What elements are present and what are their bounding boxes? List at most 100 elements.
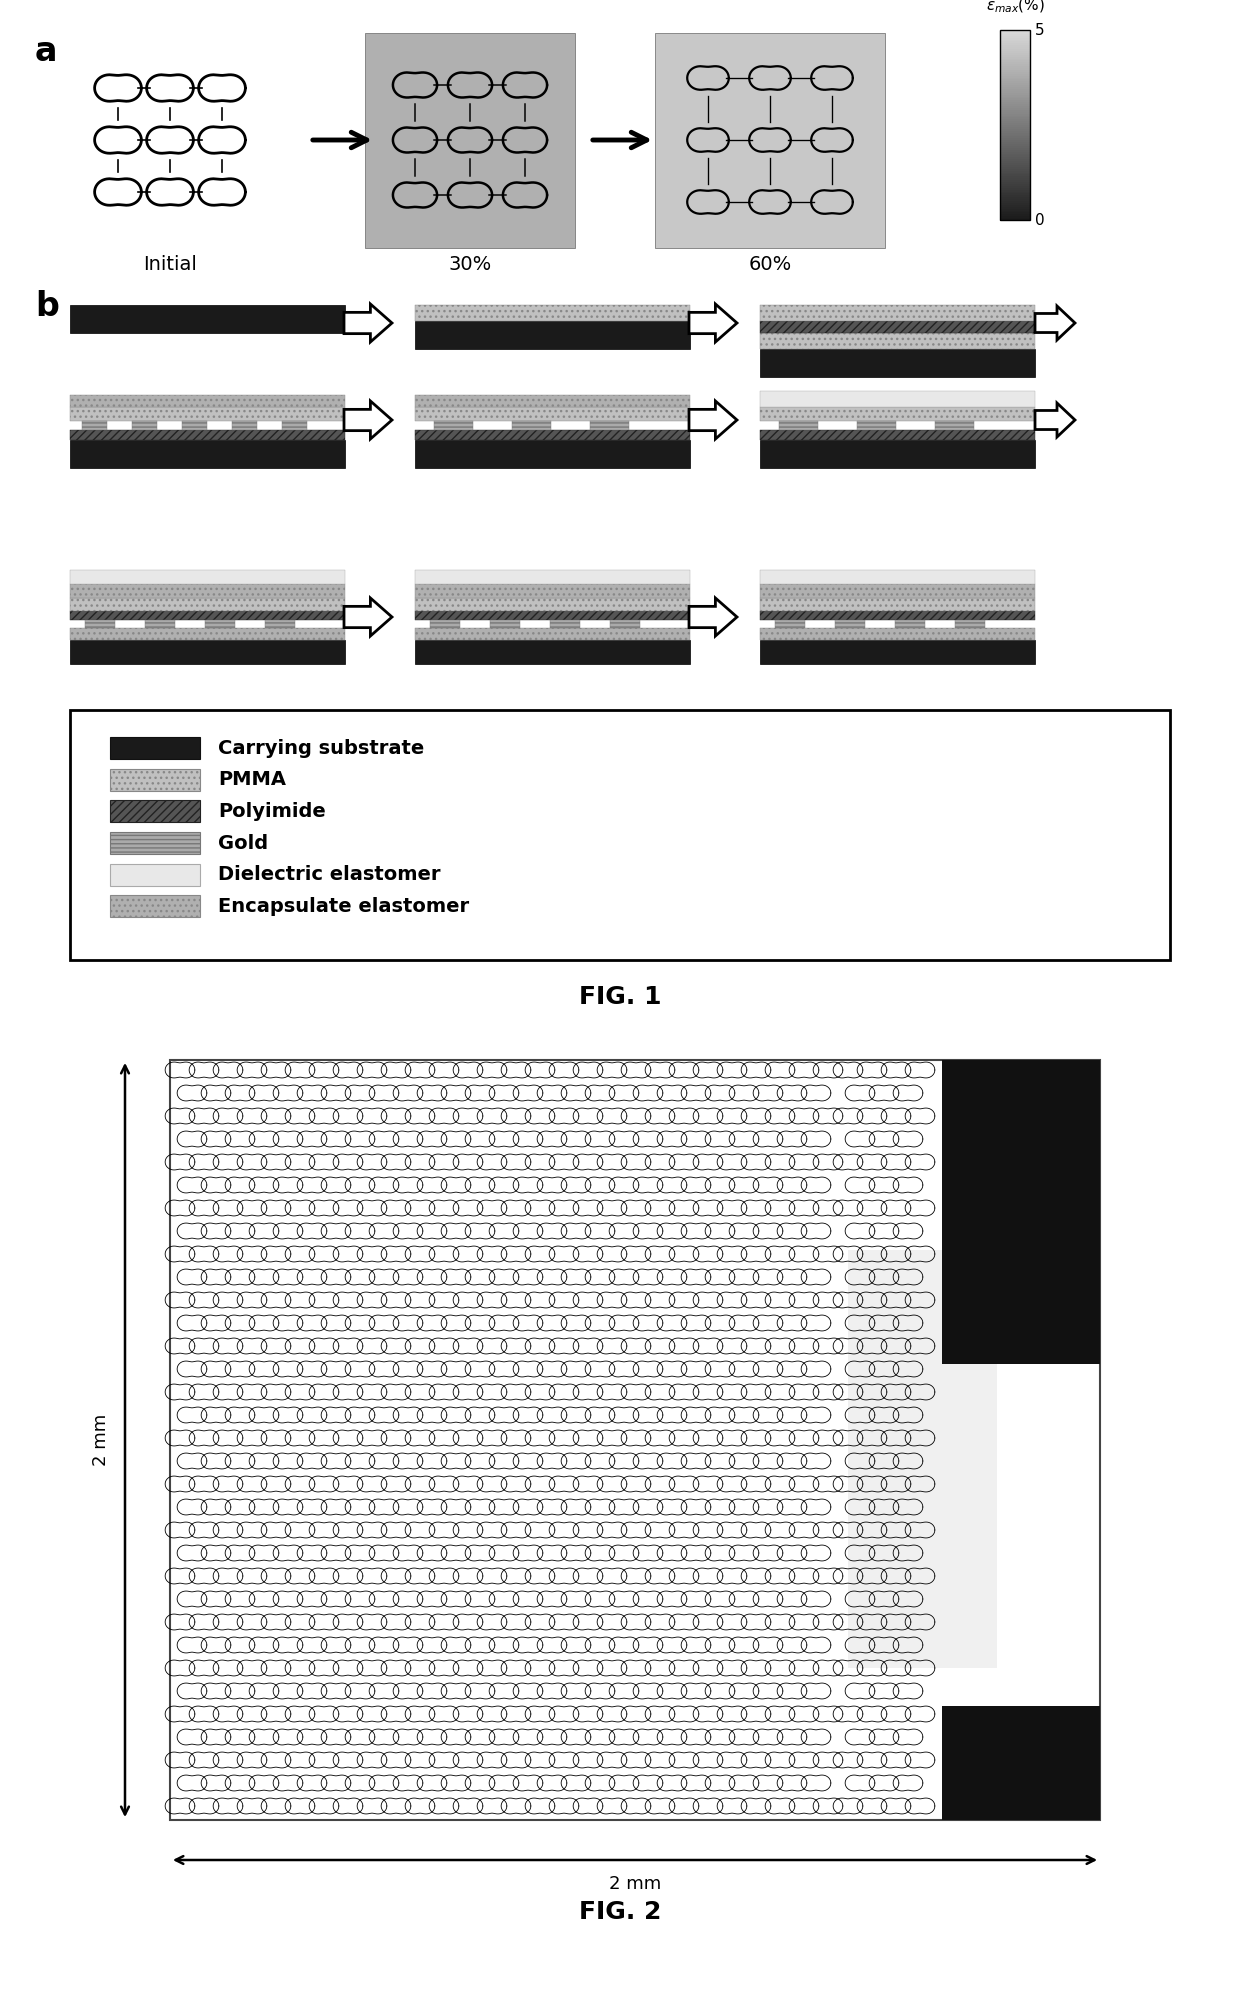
Bar [131,421,157,429]
Bar [999,164,1030,166]
Bar [835,621,866,629]
Bar [760,611,1035,621]
Bar [999,98,1030,102]
Bar [999,166,1030,168]
Bar [999,70,1030,72]
Text: FIG. 2: FIG. 2 [579,1900,661,1924]
Bar [999,78,1030,80]
Bar [69,629,345,641]
Bar [281,421,308,429]
Bar [265,621,295,629]
Bar [999,146,1030,150]
Bar [999,184,1030,188]
Bar [69,585,345,599]
Bar [942,1707,1100,1820]
Bar [999,32,1030,34]
Bar [145,621,175,629]
Bar [999,86,1030,88]
Text: 0: 0 [1035,212,1044,228]
Bar [415,585,689,599]
Bar [935,421,973,429]
Bar [999,60,1030,64]
Bar [999,130,1030,134]
Text: Dielectric elastomer: Dielectric elastomer [218,864,440,884]
Bar [999,208,1030,210]
Bar [999,66,1030,70]
Text: a: a [35,36,57,68]
Bar [999,54,1030,58]
Bar [999,44,1030,46]
Bar [999,176,1030,180]
Bar [999,52,1030,54]
Bar [69,395,345,407]
Bar [999,158,1030,160]
Bar [999,116,1030,118]
Bar [848,1249,997,1669]
Bar [232,421,257,429]
Bar [415,321,689,349]
Bar [760,571,1035,585]
Polygon shape [343,303,392,341]
Bar [999,152,1030,154]
Bar [857,421,897,429]
Bar [999,90,1030,94]
Bar [999,174,1030,178]
Bar [999,42,1030,44]
Bar [415,571,689,585]
Text: 60%: 60% [749,255,791,273]
Bar [999,112,1030,114]
Bar [999,154,1030,156]
Bar [999,84,1030,86]
Bar [760,585,1035,599]
Bar [69,571,345,585]
Bar [999,168,1030,170]
Bar [999,130,1030,132]
Bar [999,206,1030,208]
Bar [760,391,1035,407]
Bar [999,38,1030,40]
Bar [999,102,1030,106]
Bar [999,48,1030,50]
Bar [999,132,1030,136]
Bar [999,198,1030,200]
Bar [760,439,1035,467]
Bar [999,36,1030,38]
Bar [999,204,1030,206]
Bar [999,210,1030,212]
Bar [999,34,1030,36]
Bar [999,90,1030,92]
Bar [415,407,689,421]
Bar [415,439,689,467]
Bar [999,150,1030,152]
Bar [415,429,689,439]
Polygon shape [689,401,737,439]
Bar [760,305,1035,321]
Bar [999,110,1030,112]
Bar [82,421,107,429]
Bar [999,202,1030,204]
Polygon shape [343,401,392,439]
Polygon shape [1035,305,1075,339]
Polygon shape [343,599,392,637]
Bar [999,210,1030,214]
Bar [999,114,1030,116]
Bar [999,186,1030,190]
Bar [551,621,580,629]
Bar [999,76,1030,78]
Bar [86,621,115,629]
Bar [999,192,1030,194]
Bar [999,96,1030,100]
Bar [999,162,1030,164]
Bar [170,1060,1100,1820]
Bar [999,120,1030,122]
Bar [760,429,1035,439]
Bar [490,621,520,629]
Bar [999,212,1030,216]
Bar [999,30,1030,32]
Bar [512,421,551,429]
Text: Polyimide: Polyimide [218,802,326,820]
Bar [999,170,1030,174]
Bar [999,178,1030,182]
Bar [760,629,1035,641]
Bar [999,180,1030,184]
